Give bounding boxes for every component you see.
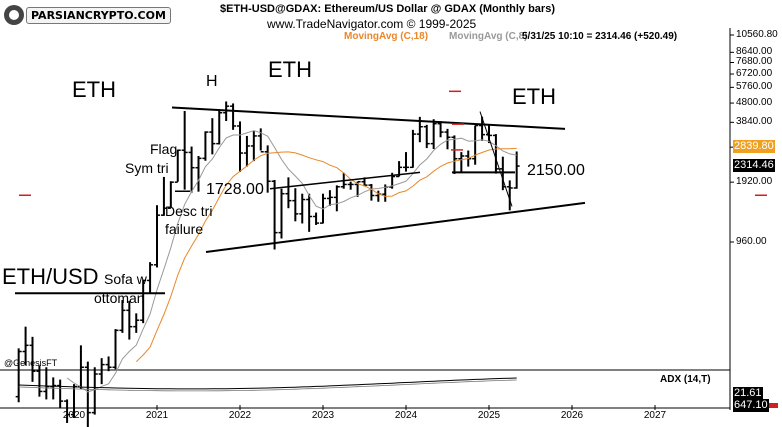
adx-signal-line <box>18 379 517 392</box>
annotation-2150: 2150.00 <box>527 162 585 179</box>
ma18-price-tag: 2839.80 <box>733 140 775 153</box>
resistance-trendline <box>171 106 566 130</box>
ma8-legend: MovingAvg (C,8) <box>449 31 528 42</box>
chart-subtitle: www.TradeNavigator.com © 1999-2025 <box>267 17 477 31</box>
last-price-tag: 2314.46 <box>733 159 775 172</box>
annotation-desc-tri: Desc tri <box>165 203 213 219</box>
ma18-legend: MovingAvg (C,18) <box>344 31 429 42</box>
x-tick-label: 2022 <box>228 410 252 421</box>
logo-mark-icon <box>4 5 24 25</box>
y-tick-label: 960.00 <box>736 236 767 247</box>
ma18-line <box>135 147 517 363</box>
annotation-flag: Flag <box>150 141 178 157</box>
adx-value-tag-2: 647.10 <box>733 399 769 412</box>
annotation-eth-1: ETH <box>72 77 116 102</box>
y-tick-label: 10560.80 <box>736 29 778 40</box>
adx-line <box>18 377 517 390</box>
y-tick-label: 7680.00 <box>736 56 773 68</box>
x-tick-label: 2023 <box>311 410 335 421</box>
annotation-h: H <box>206 73 218 90</box>
last-bar-readout: 5/31/25 10:10 = 2314.46 (+520.49) <box>522 31 678 42</box>
watermark: @GenesisFT <box>4 358 58 368</box>
x-tick-label: 2025 <box>477 410 501 421</box>
y-tick-label: 6720.00 <box>736 68 773 80</box>
desc-leg-line <box>479 111 513 207</box>
adx-value-tag-1: 21.61 <box>733 387 763 400</box>
logo: PARSIANCRYPTO.COM <box>4 4 171 26</box>
neckline-left <box>269 171 421 190</box>
y-tick-label: 5760.00 <box>736 81 773 93</box>
annotation-sofa: Sofa w <box>104 271 147 287</box>
y-tick-label: 1920.00 <box>736 176 773 188</box>
adx-label: ADX (14,T) <box>660 374 711 385</box>
y-tick-label: 8640.00 <box>736 46 773 58</box>
logo-text: PARSIANCRYPTO.COM <box>26 6 171 24</box>
x-tick-label: 2027 <box>643 410 667 421</box>
y-tick-label: 4800.00 <box>736 97 773 109</box>
annotation-1728: 1728.00 <box>206 181 264 198</box>
annotation-eth-usd: ETH/USD <box>2 264 99 289</box>
x-tick-label: 2021 <box>145 410 169 421</box>
annotation-eth-2: ETH <box>268 57 312 82</box>
annotation-ottoman: ottoman <box>94 290 145 306</box>
support-trendline <box>205 201 586 253</box>
chart-title: $ETH-USD@GDAX: Ethereum/US Dollar @ GDAX… <box>220 3 555 15</box>
ma8-line <box>66 130 517 393</box>
x-tick-label: 2024 <box>394 410 418 421</box>
annotation-failure: failure <box>165 221 204 237</box>
y-tick-label: 3840.00 <box>736 116 773 128</box>
annotation-eth-3: ETH <box>512 84 556 109</box>
x-tick-label: 2026 <box>560 410 584 421</box>
annotation-sym-tri: Sym tri <box>125 160 169 176</box>
x-tick-label: 2020 <box>62 410 86 421</box>
